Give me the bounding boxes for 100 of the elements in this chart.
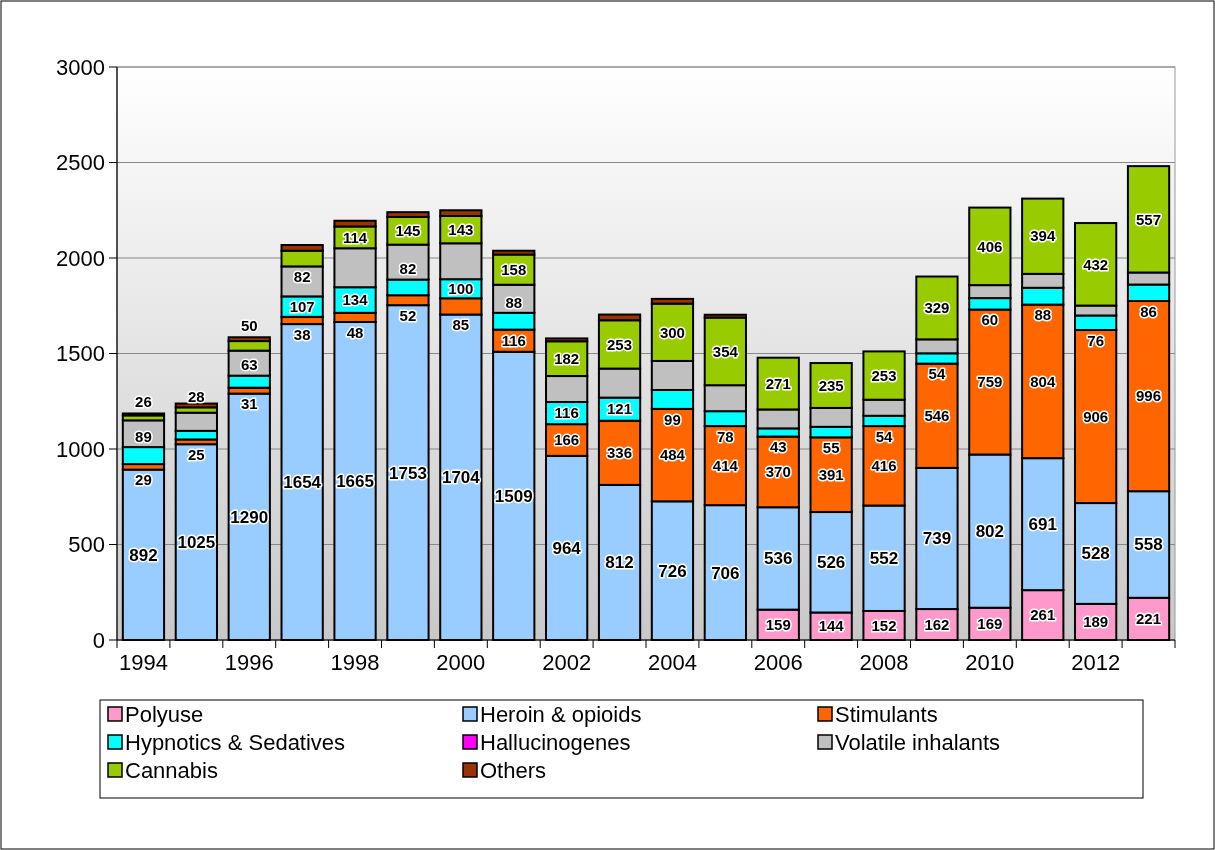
data-label: 85 <box>452 316 470 334</box>
data-label: 253 <box>607 335 633 353</box>
y-tick-label: 1000 <box>56 436 105 462</box>
data-label: 88 <box>505 293 523 311</box>
data-label: 52 <box>399 306 417 324</box>
data-label: 892 <box>129 545 158 565</box>
x-tick-label: 1996 <box>224 650 274 675</box>
x-tick-label: 1994 <box>118 650 168 675</box>
legend-label: Polyuse <box>125 701 204 727</box>
data-label: 557 <box>1136 210 1162 228</box>
data-label: 158 <box>501 260 527 278</box>
legend-label: Volatile inhalants <box>835 729 1001 755</box>
legend-label: Stimulants <box>835 701 938 727</box>
data-label: 107 <box>289 297 315 315</box>
data-label: 88 <box>1034 306 1052 324</box>
data-label: 432 <box>1083 255 1109 273</box>
data-label: 114 <box>342 228 368 246</box>
data-label: 189 <box>1083 613 1109 631</box>
data-label: 354 <box>712 342 739 360</box>
legend-label: Hallucinogenes <box>480 729 631 755</box>
data-label: 1753 <box>389 463 427 483</box>
data-label: 394 <box>1030 227 1056 245</box>
y-tick-label: 1500 <box>56 341 105 367</box>
data-label: 48 <box>346 323 364 341</box>
data-label: 271 <box>765 374 791 392</box>
y-tick-label: 0 <box>92 627 105 653</box>
data-label: 1025 <box>177 533 216 553</box>
data-label: 55 <box>822 439 840 457</box>
data-label: 169 <box>977 615 1003 633</box>
data-label: 54 <box>875 427 894 445</box>
data-label: 116 <box>501 331 526 349</box>
data-label: 1509 <box>494 486 533 506</box>
legend-label: Cannabis <box>125 757 218 783</box>
data-label: 759 <box>977 373 1003 391</box>
x-tick-label: 1998 <box>330 650 380 675</box>
data-label: 26 <box>135 393 152 411</box>
x-tick-label: 2004 <box>647 650 697 675</box>
x-tick-label: 2012 <box>1071 650 1121 675</box>
data-label: 536 <box>764 549 793 569</box>
x-tick-label: 2008 <box>859 650 909 675</box>
legend-label: Hypnotics & Sedatives <box>125 729 346 755</box>
data-label: 159 <box>765 616 791 634</box>
data-label: 29 <box>135 471 152 489</box>
data-label: 182 <box>554 349 580 367</box>
x-tick-label: 2010 <box>965 650 1015 675</box>
data-label: 143 <box>448 220 474 238</box>
data-label: 60 <box>981 311 999 329</box>
y-tick-label: 500 <box>68 532 105 558</box>
x-tick-label: 2000 <box>436 650 486 675</box>
data-label: 121 <box>607 400 633 418</box>
data-label: 25 <box>188 445 205 463</box>
data-label: 76 <box>1087 331 1104 349</box>
data-label: 31 <box>240 395 258 413</box>
x-tick-label: 2006 <box>753 650 803 675</box>
legend-label: Heroin & opioids <box>480 701 642 727</box>
data-label: 235 <box>818 376 844 394</box>
data-label: 802 <box>975 522 1005 542</box>
data-label: 528 <box>1081 544 1110 564</box>
data-label: 329 <box>924 299 950 317</box>
x-tick-label: 2002 <box>542 650 592 675</box>
data-label: 38 <box>293 325 311 343</box>
y-tick-label: 2000 <box>56 245 105 271</box>
data-label: 28 <box>188 388 205 406</box>
data-label: 416 <box>871 457 897 475</box>
data-label: 63 <box>240 356 258 374</box>
legend-label: Others <box>480 757 547 783</box>
data-label: 812 <box>605 553 634 573</box>
data-label: 558 <box>1134 535 1163 555</box>
data-label: 391 <box>818 465 844 483</box>
data-label: 906 <box>1083 407 1109 425</box>
data-label: 145 <box>395 222 421 240</box>
data-label: 414 <box>712 456 739 474</box>
data-label: 1704 <box>441 468 481 488</box>
data-label: 78 <box>717 427 734 445</box>
data-label: 221 <box>1136 610 1162 628</box>
data-label: 54 <box>928 365 946 383</box>
data-label: 261 <box>1030 606 1056 624</box>
data-label: 726 <box>658 561 687 581</box>
data-label: 99 <box>664 410 681 428</box>
data-label: 43 <box>769 438 787 456</box>
data-label: 964 <box>552 538 582 558</box>
data-label: 484 <box>659 446 686 464</box>
data-label: 50 <box>240 317 258 335</box>
data-label: 804 <box>1030 372 1056 390</box>
data-label: 691 <box>1028 515 1057 535</box>
data-label: 166 <box>554 431 580 449</box>
data-label: 100 <box>448 280 474 297</box>
data-label: 1665 <box>336 471 374 491</box>
data-label: 116 <box>554 404 579 422</box>
data-label: 526 <box>816 553 846 573</box>
data-label: 86 <box>1140 302 1157 320</box>
data-label: 1290 <box>230 507 269 527</box>
data-label: 406 <box>977 237 1003 255</box>
data-label: 546 <box>924 407 950 425</box>
data-label: 89 <box>135 427 152 445</box>
data-label: 1654 <box>283 472 322 492</box>
data-label: 82 <box>293 268 311 286</box>
data-label: 706 <box>711 563 740 583</box>
data-label: 144 <box>818 617 845 635</box>
data-label: 370 <box>765 463 791 481</box>
